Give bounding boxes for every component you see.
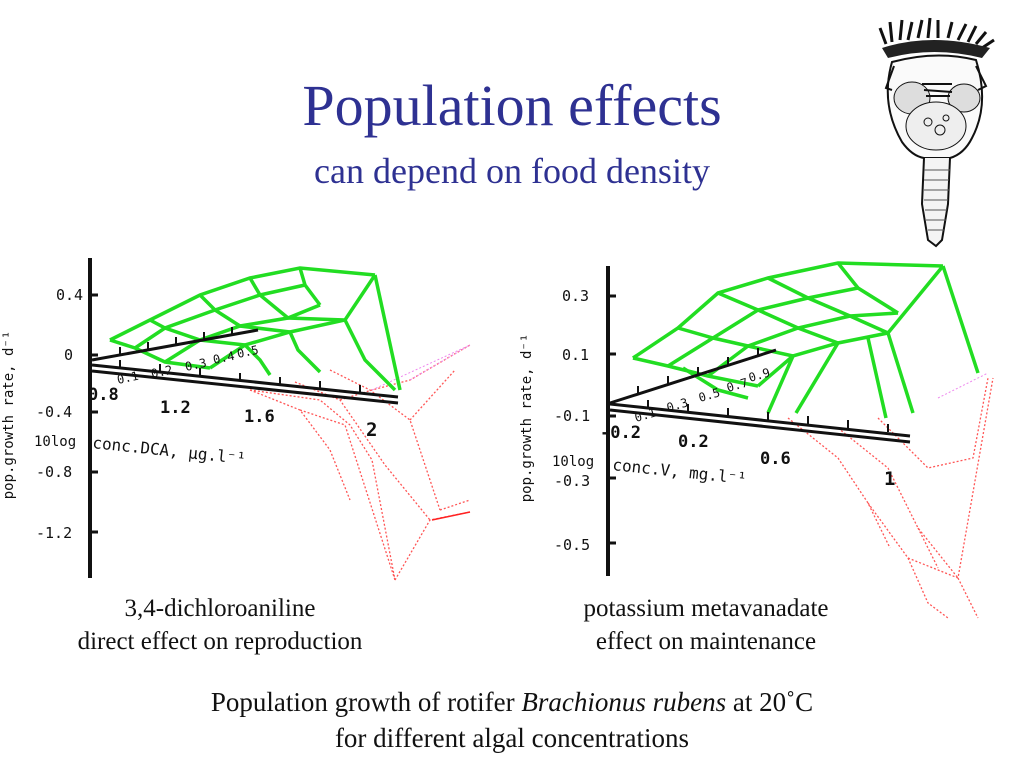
x-tick-label: 1.2 <box>160 398 191 418</box>
food-axis <box>609 348 777 405</box>
concentration-axis <box>609 402 911 438</box>
x-tick-label: 1 <box>884 468 895 490</box>
y-tick-label: -0.8 <box>36 463 72 481</box>
footer-line1: Population growth of rotifer Brachionus … <box>210 687 814 717</box>
food-tick-label: 0.5 <box>697 385 722 404</box>
x-tick-label: 1.6 <box>244 407 275 427</box>
food-tick-label: 0.1 <box>116 369 140 387</box>
concentration-axis-ticks <box>119 360 361 393</box>
faint-surface <box>937 372 989 399</box>
x-axis-prefix: 10log <box>552 454 594 470</box>
y-tick-label: 0 <box>64 346 73 364</box>
y-tick-label: -0.1 <box>554 407 590 425</box>
concentration-axis-ticks <box>647 400 889 432</box>
y-tick-label: -0.4 <box>36 403 72 421</box>
left-caption-line2: direct effect on reproduction <box>77 628 363 655</box>
food-axis-ticks <box>637 348 759 394</box>
positive-surface <box>109 266 402 392</box>
left-caption-line1: 3,4-dichloroaniline <box>124 595 316 622</box>
x-tick-label: 2 <box>366 419 377 441</box>
x-axis-title: conc.DCA, µg.l⁻¹ <box>92 433 247 468</box>
food-tick-label: 0.5 <box>236 343 260 361</box>
right-chart-caption: potassium metavanadate effect on mainten… <box>486 592 926 658</box>
slide-footer: Population growth of rotifer Brachionus … <box>0 684 1024 756</box>
vanadate-surface-chart: pop.growth rate, d⁻¹ 0.3 0.1 -0.1 -0.3 -… <box>519 261 994 619</box>
x-axis-title: conc.V, mg.l⁻¹ <box>612 455 748 488</box>
right-caption-line2: effect on maintenance <box>595 628 817 655</box>
y-tick-label: -0.5 <box>554 536 590 554</box>
svg-text:pop.growth rate, d⁻¹: pop.growth rate, d⁻¹ <box>519 334 535 503</box>
x-axis-prefix: 10log <box>34 434 76 450</box>
y-tick-marks <box>608 294 616 545</box>
food-tick-label: 0.7 <box>725 375 750 394</box>
y-tick-label: 0.1 <box>562 346 589 364</box>
y-axis-title: pop.growth rate, d⁻¹ <box>519 334 535 503</box>
food-tick-label: 0.3 <box>184 356 208 374</box>
left-chart-caption: 3,4-dichloroaniline direct effect on rep… <box>0 592 440 658</box>
rotifer-illustration <box>878 17 995 248</box>
food-tick-label: 0.9 <box>747 365 772 384</box>
x-tick-label: -0.2 <box>600 423 641 443</box>
y-tick-marks <box>90 293 98 534</box>
concentration-axis <box>91 363 399 399</box>
negative-surface <box>249 344 471 581</box>
y-tick-label: 0.3 <box>562 287 589 305</box>
y-axis-title: pop.growth rate, d⁻¹ <box>1 331 17 500</box>
slide-title: Population effects <box>302 73 722 138</box>
y-tick-label: -0.3 <box>554 472 590 490</box>
slide-subtitle: can depend on food density <box>314 151 710 191</box>
species-name: Brachionus rubens <box>521 687 727 717</box>
positive-surface <box>632 261 980 419</box>
negative-edge <box>431 511 471 521</box>
negative-surface <box>787 377 994 619</box>
y-tick-label: 0.4 <box>56 286 83 304</box>
dca-surface-chart: pop.growth rate, d⁻¹ 0.4 0 -0.4 -0.8 -1.… <box>1 258 471 581</box>
footer-line2: for different algal concentrations <box>334 723 690 753</box>
food-tick-label: 0.4 <box>212 349 236 367</box>
x-tick-label: 0.6 <box>760 449 791 469</box>
svg-text:pop.growth rate, d⁻¹: pop.growth rate, d⁻¹ <box>1 331 17 500</box>
x-tick-label: 0.2 <box>678 432 709 452</box>
x-tick-label: 0.8 <box>88 385 119 405</box>
right-caption-line1: potassium metavanadate <box>583 595 829 622</box>
y-tick-label: -1.2 <box>36 524 72 542</box>
food-axis-ticks <box>119 327 233 355</box>
